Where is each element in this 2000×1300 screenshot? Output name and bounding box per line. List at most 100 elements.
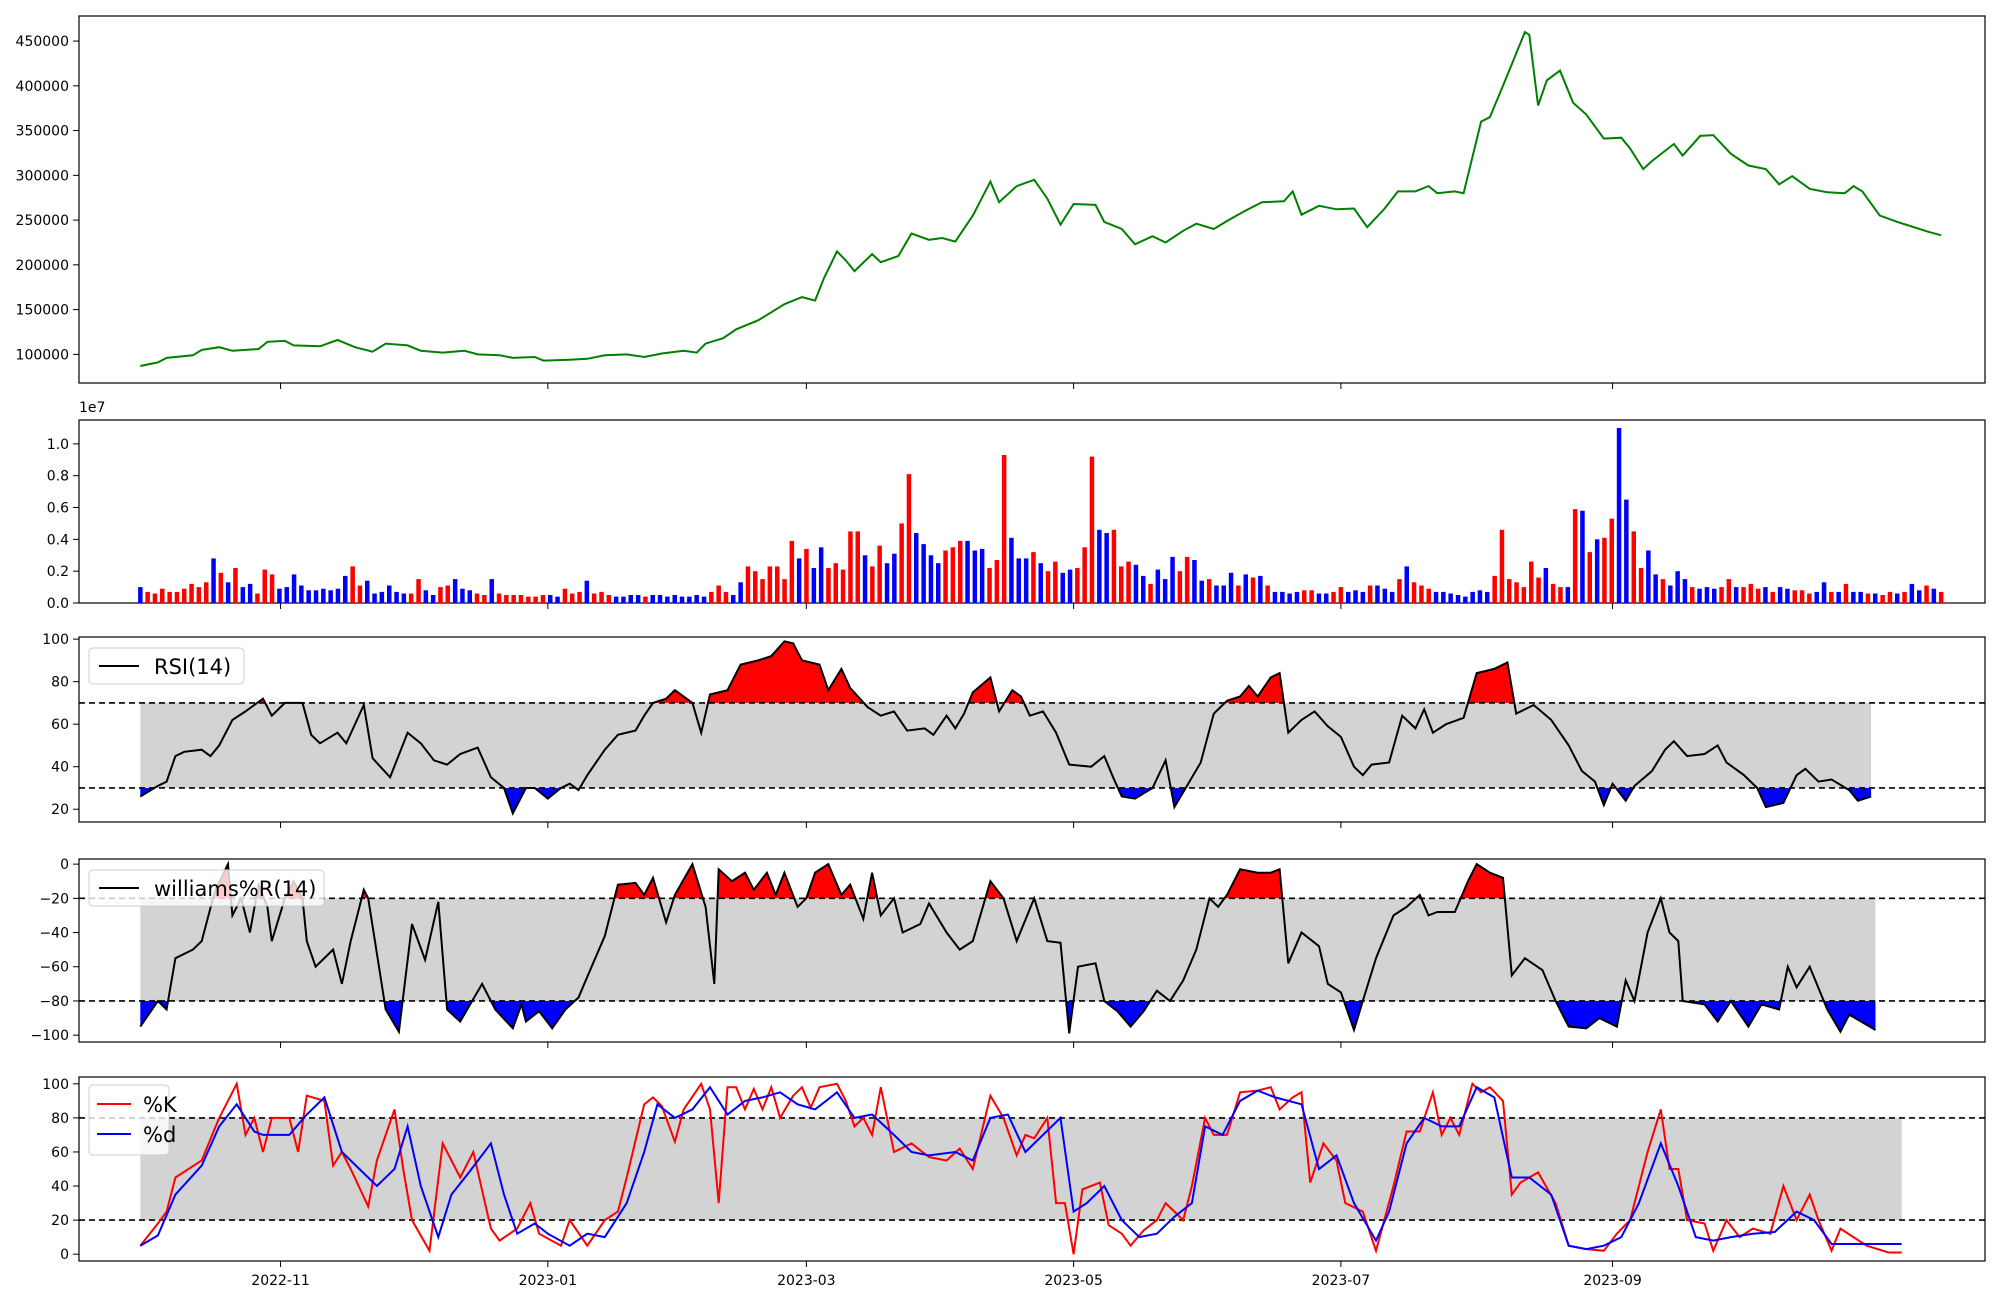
volume-bar xyxy=(1572,509,1578,603)
volume-bar xyxy=(1580,510,1585,603)
volume-bar xyxy=(1397,579,1402,603)
volume-bar xyxy=(1843,583,1849,603)
volume-bar xyxy=(1631,531,1636,603)
volume-bar xyxy=(994,560,1000,603)
rsi-legend-box xyxy=(88,647,245,685)
volume-bar xyxy=(145,591,150,603)
volume-bar xyxy=(818,547,824,603)
stochastic-ytick-label: 40 xyxy=(51,1179,69,1195)
volume-bar xyxy=(1499,529,1505,603)
volume-bar xyxy=(643,596,648,603)
volume-bar xyxy=(1338,587,1344,603)
rsi-ytick-label: 80 xyxy=(51,675,69,691)
williams-ytick-label: −40 xyxy=(39,926,69,942)
volume-bar xyxy=(408,593,414,603)
volume-bar xyxy=(892,553,897,603)
volume-bar xyxy=(936,563,941,603)
volume-bar xyxy=(906,474,912,603)
volume-bar xyxy=(438,587,443,603)
volume-bar xyxy=(1529,561,1534,603)
volume-bar xyxy=(760,579,765,603)
volume-bar xyxy=(204,582,209,603)
volume-bar xyxy=(1836,591,1841,603)
volume-bar xyxy=(233,568,238,603)
williams-oversold-fill xyxy=(1104,1001,1151,1027)
volume-bar xyxy=(650,595,655,603)
volume-bar xyxy=(1646,550,1651,603)
stochastic-ytick-label: 0 xyxy=(60,1247,69,1263)
volume-bar xyxy=(1668,585,1673,603)
stochastic-legend-box xyxy=(88,1084,170,1156)
volume-bar xyxy=(430,595,436,603)
volume-bar xyxy=(218,572,224,603)
volume-bar xyxy=(840,569,846,603)
price-ytick-label: 150000 xyxy=(16,303,69,319)
price-ytick-label: 400000 xyxy=(16,79,69,95)
volume-bar xyxy=(1470,591,1475,603)
price-ytick-label: 350000 xyxy=(16,124,69,140)
volume-bar xyxy=(1309,590,1314,603)
volume-bar xyxy=(1001,455,1007,603)
volume-bar xyxy=(731,595,736,603)
williams-legend: williams%R(14) xyxy=(88,869,325,907)
volume-bar xyxy=(372,593,377,603)
volume-bar xyxy=(1426,588,1431,603)
volume-bar xyxy=(1119,566,1124,603)
volume-bar xyxy=(350,566,355,603)
volume-bar xyxy=(1133,564,1139,603)
volume-bar xyxy=(1587,552,1592,603)
volume-bar xyxy=(379,591,385,603)
volume-bar xyxy=(1638,568,1644,603)
volume-bar xyxy=(1895,593,1900,603)
williams-overbought-fill xyxy=(717,869,795,899)
volume-bar xyxy=(599,591,604,603)
volume-bar xyxy=(1192,560,1197,603)
volume-bar xyxy=(775,566,780,603)
volume-bar xyxy=(511,595,516,603)
volume-bar xyxy=(789,540,795,603)
volume-bar xyxy=(950,547,956,603)
williams-line xyxy=(139,860,1877,1035)
volume-bar xyxy=(679,596,685,603)
volume-bar xyxy=(884,563,890,603)
volume-bar xyxy=(1206,579,1212,603)
volume-bar xyxy=(1616,428,1622,603)
volume-bar xyxy=(467,590,472,603)
volume-bar xyxy=(1141,575,1146,603)
volume-bar xyxy=(1865,593,1871,603)
volume-bar xyxy=(1258,575,1263,603)
volume-bar xyxy=(1236,585,1241,603)
rsi-oversold-fill xyxy=(1597,788,1611,805)
volume-bar xyxy=(635,595,641,603)
volume-bar xyxy=(496,593,502,603)
volume-bar xyxy=(972,550,978,603)
volume-bar xyxy=(1280,591,1285,603)
volume-bar xyxy=(709,591,714,603)
volume-bar xyxy=(1777,587,1783,603)
volume-bar xyxy=(1389,591,1395,603)
xtick-label: 2023-05 xyxy=(1044,1273,1103,1289)
williams-legend-box xyxy=(88,869,325,907)
volume-bar xyxy=(313,590,319,603)
volume-bar xyxy=(1294,591,1300,603)
volume-bar xyxy=(753,571,758,603)
volume-bar xyxy=(767,566,773,603)
volume-bar xyxy=(1067,569,1073,603)
volume-bar xyxy=(1514,582,1519,603)
volume-bar xyxy=(628,595,633,603)
rsi-overbought-fill xyxy=(1468,662,1515,703)
volume-bar xyxy=(1594,539,1600,603)
volume-bar xyxy=(1873,593,1878,603)
volume-bar xyxy=(1419,585,1424,603)
volume-bar xyxy=(291,574,297,603)
volume-bar xyxy=(1404,566,1409,603)
volume-bar xyxy=(1755,588,1761,603)
volume-bar xyxy=(1016,558,1021,603)
volume-bar xyxy=(796,558,802,603)
volume-bar xyxy=(657,595,663,603)
stochastic-d-line xyxy=(139,1085,1902,1251)
volume-bar xyxy=(482,595,487,603)
volume-bar xyxy=(577,591,582,603)
volume-bar xyxy=(189,583,194,603)
